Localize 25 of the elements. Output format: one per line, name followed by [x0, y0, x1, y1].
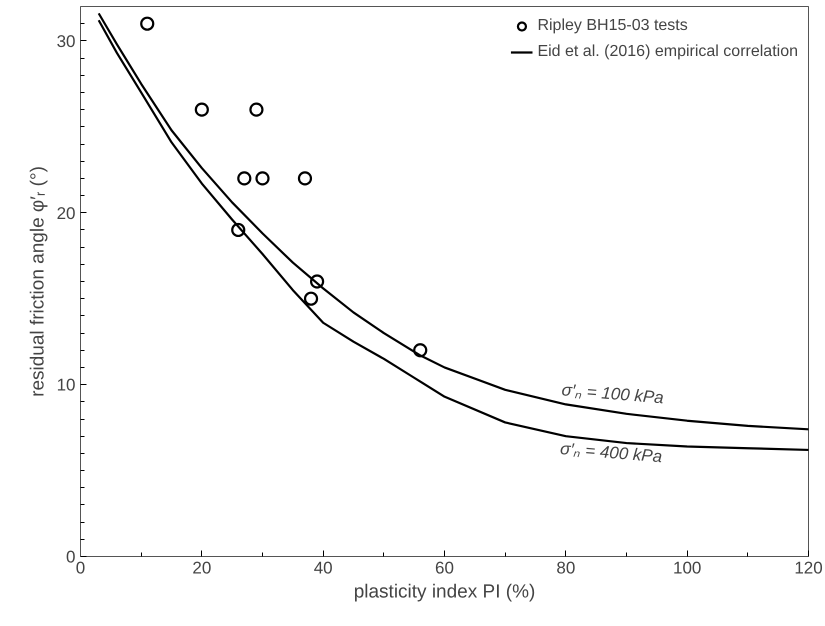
point [237, 171, 252, 186]
point [249, 102, 264, 117]
point [140, 16, 154, 31]
point [194, 102, 209, 117]
point [231, 222, 246, 238]
legend-label: Ripley BH15-03 tests [537, 17, 688, 35]
point [298, 171, 312, 186]
y-tick-label: 30 [56, 32, 76, 51]
x-tick-label: 60 [435, 558, 454, 578]
point [413, 343, 428, 358]
x-tick-label: 100 [672, 558, 702, 578]
x-tick-label: 20 [192, 558, 212, 578]
annotation: σ′ₙ = 400 kPa [559, 439, 663, 466]
y-axis-title: residual friction angle φ′ᵣ (°) [28, 166, 49, 397]
y-tick-label: 10 [56, 376, 76, 395]
x-tick-label: 80 [556, 558, 576, 578]
point [255, 171, 270, 186]
y-tick-label: 20 [56, 204, 76, 223]
x-tick-label: 40 [314, 558, 333, 578]
legend-label: Eid et al. (2016) empirical correlation [537, 43, 798, 61]
x-tick-label: 120 [794, 558, 823, 578]
point [304, 292, 318, 306]
x-axis-title: plasticity index PI (%) [354, 582, 536, 602]
annotation: σ′ₙ = 100 kPa [560, 380, 664, 408]
point [310, 274, 324, 289]
